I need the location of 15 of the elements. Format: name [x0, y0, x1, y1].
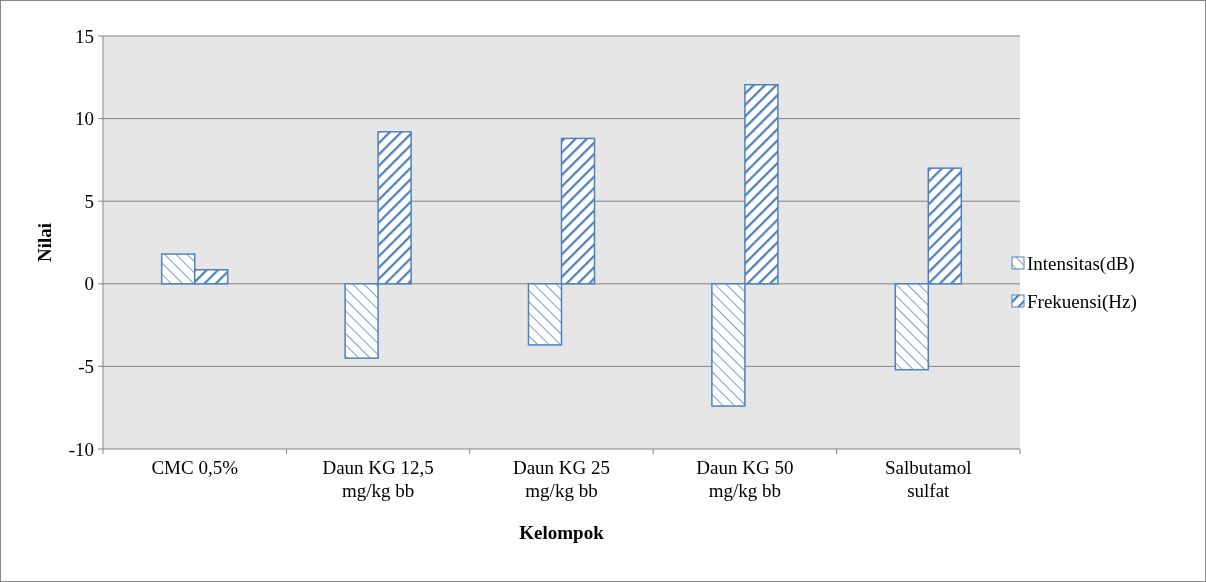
y-tick-label: 0	[84, 273, 94, 295]
x-axis-title: Kelompok	[519, 522, 605, 543]
y-tick-label: -10	[68, 438, 94, 460]
legend-label: Intensitas(dB)	[1027, 252, 1135, 275]
x-tick-label: Daun KG 50 mg/kg bb	[696, 457, 794, 501]
x-tick-label: CMC 0,5%	[151, 457, 239, 478]
y-tick-label: 15	[75, 25, 94, 47]
y-tick-label: 5	[84, 190, 94, 212]
legend-label: Frekuensi(Hz)	[1027, 290, 1137, 313]
y-axis-title: Nilai	[34, 222, 55, 263]
y-tick-label: -5	[78, 356, 94, 378]
x-tick-label: Daun KG 12,5 mg/kg bb	[322, 457, 434, 501]
y-tick-label: 10	[75, 108, 94, 130]
x-tick-label: Daun KG 25 mg/kg bb	[512, 457, 611, 501]
x-tick-label: Salbutamol sulfat	[885, 457, 972, 501]
